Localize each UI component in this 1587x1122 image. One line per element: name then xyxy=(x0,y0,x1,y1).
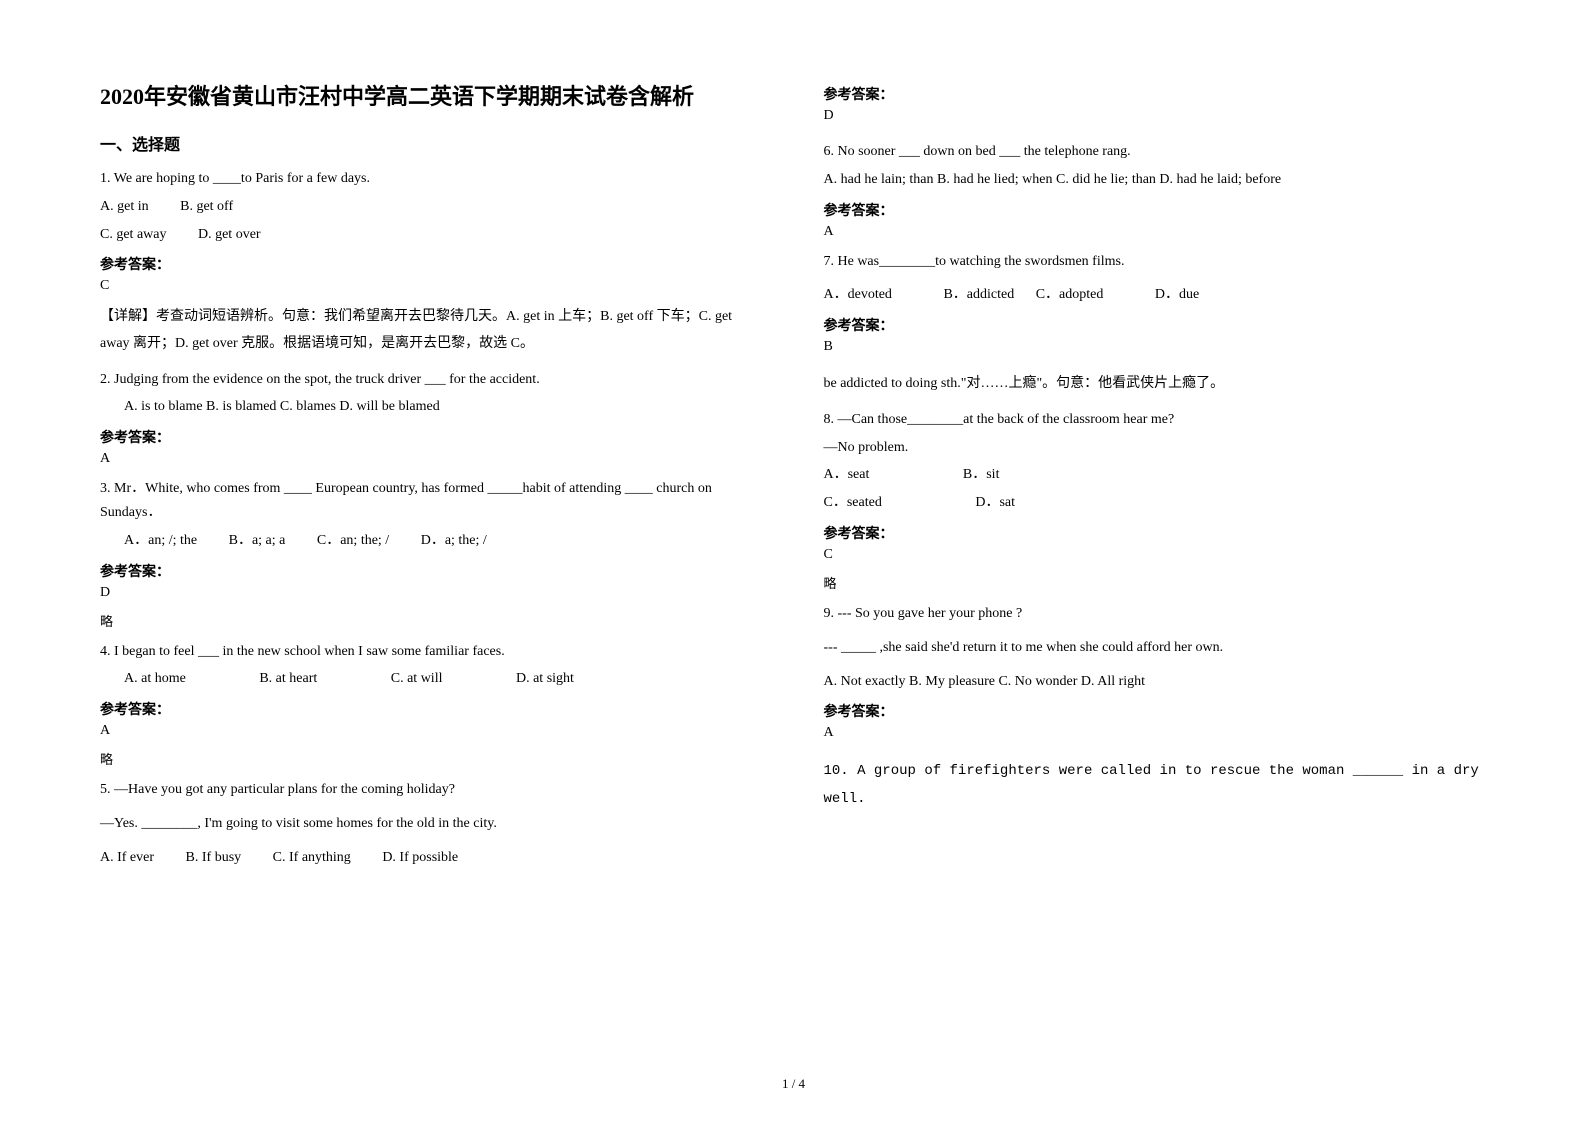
q9-answer-label: 参考答案： xyxy=(824,701,1488,721)
q1-answer: C xyxy=(100,278,764,294)
page-footer: 1 / 4 xyxy=(0,1076,1587,1092)
q3-optA: A．an; /; the xyxy=(124,529,197,553)
q3-optC: C．an; the; / xyxy=(317,529,389,553)
q5-optB: B. If busy xyxy=(186,846,242,870)
q3-answer: D xyxy=(100,585,764,601)
q7-optB: B．addicted xyxy=(943,283,1014,307)
q4-answer: A xyxy=(100,723,764,739)
q6-options: A. had he lain; than B. had he lied; whe… xyxy=(824,168,1488,192)
q1-stem: 1. We are hoping to ____to Paris for a f… xyxy=(100,167,764,191)
q5-answer-label: 参考答案： xyxy=(824,84,1488,104)
q1-optA: A. get in xyxy=(100,195,149,219)
q3-stem: 3. Mr．White, who comes from ____ Europea… xyxy=(100,477,764,525)
q3-answer-label: 参考答案： xyxy=(100,561,764,581)
section-header: 一、选择题 xyxy=(100,131,764,155)
q8-optA: A．seat xyxy=(824,463,870,487)
q2-stem: 2. Judging from the evidence on the spot… xyxy=(100,368,764,392)
q7-stem: 7. He was________to watching the swordsm… xyxy=(824,250,1488,274)
q6-answer: A xyxy=(824,224,1488,240)
q6-stem: 6. No sooner ___ down on bed ___ the tel… xyxy=(824,140,1488,164)
q1-answer-label: 参考答案： xyxy=(100,254,764,274)
q1-explain: 【详解】考查动词短语辨析。句意：我们希望离开去巴黎待几天。A. get in 上… xyxy=(100,304,764,357)
q3-options: A．an; /; the B．a; a; a C．an; the; / D．a;… xyxy=(100,529,764,553)
q5-optC: C. If anything xyxy=(273,846,351,870)
q4-optD: D. at sight xyxy=(516,667,574,691)
q4-options: A. at home B. at heart C. at will D. at … xyxy=(100,667,764,691)
q5-stem1: 5. —Have you got any particular plans fo… xyxy=(100,778,764,802)
q4-optB: B. at heart xyxy=(259,667,317,691)
q9-options: A. Not exactly B. My pleasure C. No wond… xyxy=(824,670,1488,694)
q7-optD: D．due xyxy=(1155,283,1199,307)
q9-answer: A xyxy=(824,725,1488,741)
q8-options-row1: A．seat B．sit xyxy=(824,463,1488,487)
q8-optD: D．sat xyxy=(975,491,1015,515)
q7-optA: A．devoted xyxy=(824,283,892,307)
q5-stem2: —Yes. ________, I'm going to visit some … xyxy=(100,812,764,836)
q4-answer-label: 参考答案： xyxy=(100,699,764,719)
q5-optD: D. If possible xyxy=(382,846,458,870)
q8-optB: B．sit xyxy=(963,463,1000,487)
q8-stem1: 8. —Can those________at the back of the … xyxy=(824,408,1488,432)
q1-options-row1: A. get in B. get off xyxy=(100,195,764,219)
q10-stem: 10. A group of firefighters were called … xyxy=(824,757,1488,813)
page: 2020年安徽省黄山市汪村中学高二英语下学期期末试卷含解析 一、选择题 1. W… xyxy=(0,0,1587,914)
q1-optB: B. get off xyxy=(180,195,233,219)
q4-stem: 4. I began to feel ___ in the new school… xyxy=(100,640,764,664)
q7-options: A．devoted B．addicted C．adopted D．due xyxy=(824,283,1488,307)
q7-answer: B xyxy=(824,339,1488,355)
q1-optC: C. get away xyxy=(100,223,166,247)
q8-optC: C．seated xyxy=(824,491,882,515)
q7-explain: be addicted to doing sth."对……上瘾"。句意：他看武侠… xyxy=(824,371,1488,398)
q3-extra: 略 xyxy=(100,611,764,630)
q1-optD: D. get over xyxy=(198,223,261,247)
q8-options-row2: C．seated D．sat xyxy=(824,491,1488,515)
q5-options: A. If ever B. If busy C. If anything D. … xyxy=(100,846,764,870)
q1-options-row2: C. get away D. get over xyxy=(100,223,764,247)
right-column: 参考答案： D 6. No sooner ___ down on bed ___… xyxy=(824,80,1488,874)
q3-optB: B．a; a; a xyxy=(229,529,286,553)
left-column: 2020年安徽省黄山市汪村中学高二英语下学期期末试卷含解析 一、选择题 1. W… xyxy=(100,80,764,874)
q5-answer: D xyxy=(824,108,1488,124)
q7-optC: C．adopted xyxy=(1036,283,1104,307)
q2-answer-label: 参考答案： xyxy=(100,427,764,447)
q3-optD: D．a; the; / xyxy=(421,529,487,553)
q8-answer-label: 参考答案： xyxy=(824,523,1488,543)
q4-optC: C. at will xyxy=(391,667,443,691)
q8-answer: C xyxy=(824,547,1488,563)
q9-stem1: 9. --- So you gave her your phone ? xyxy=(824,602,1488,626)
q8-stem2: —No problem. xyxy=(824,436,1488,460)
q8-extra: 略 xyxy=(824,573,1488,592)
q2-answer: A xyxy=(100,451,764,467)
q7-answer-label: 参考答案： xyxy=(824,315,1488,335)
q2-options: A. is to blame B. is blamed C. blames D.… xyxy=(100,395,764,419)
document-title: 2020年安徽省黄山市汪村中学高二英语下学期期末试卷含解析 xyxy=(100,80,764,113)
q5-optA: A. If ever xyxy=(100,846,154,870)
q4-optA: A. at home xyxy=(124,667,186,691)
q9-stem2: --- _____ ,she said she'd return it to m… xyxy=(824,636,1488,660)
q4-extra: 略 xyxy=(100,749,764,768)
q6-answer-label: 参考答案： xyxy=(824,200,1488,220)
